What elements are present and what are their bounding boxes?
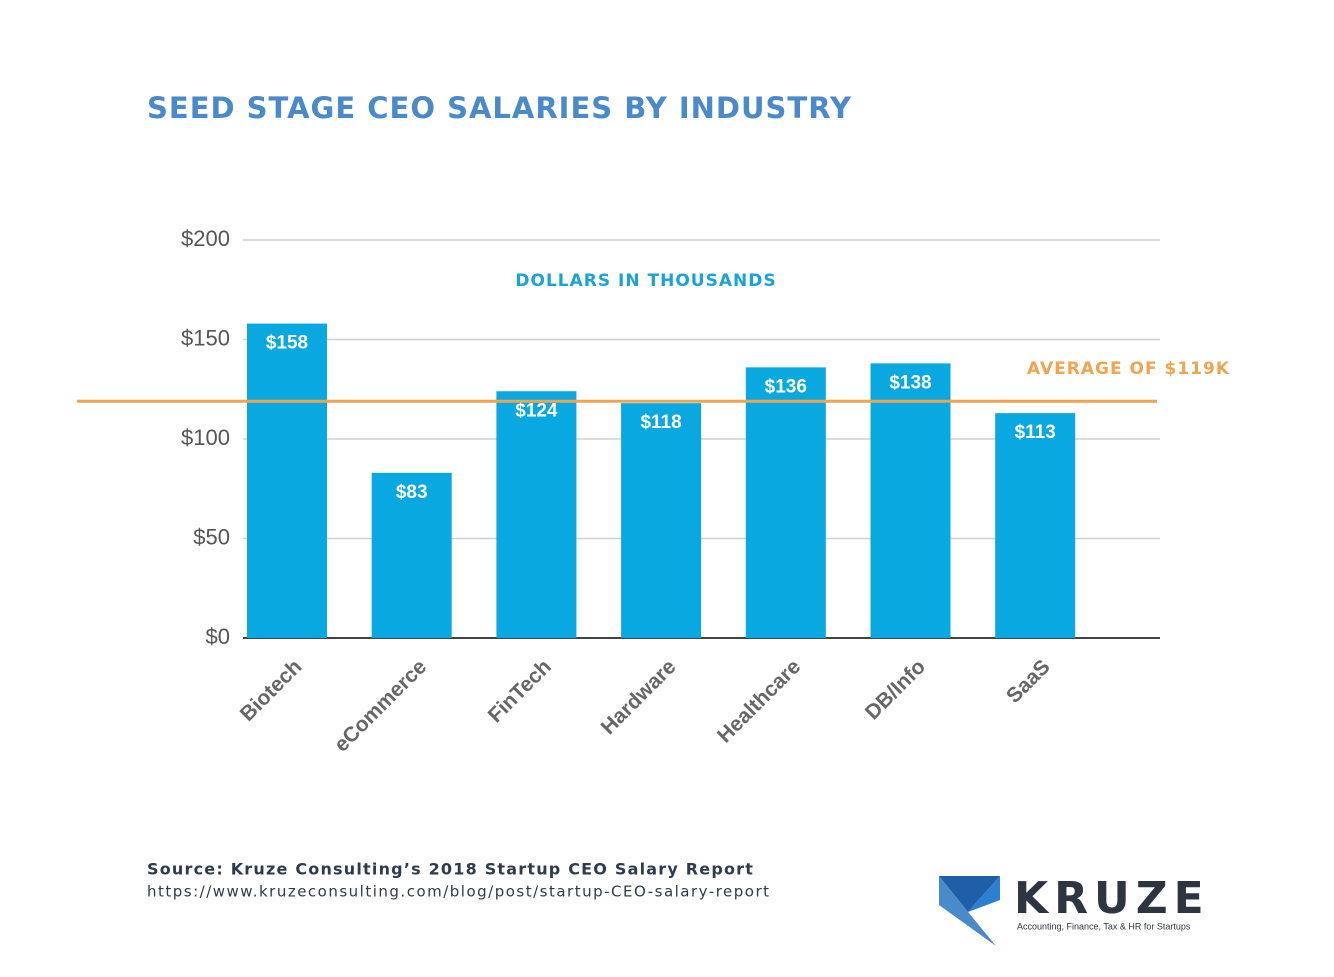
bar [745,367,826,638]
x-tick-label: Healthcare [713,655,805,747]
x-tick-label: Hardware [597,655,681,739]
logo-text: KRUZE [1014,873,1210,924]
average-label: AVERAGE OF $119K [1027,359,1230,379]
source-url: https://www.kruzeconsulting.com/blog/pos… [147,883,771,901]
y-tick-label: $0 [206,624,230,649]
x-tick-label: SaaS [1002,655,1055,708]
value-label: $138 [889,372,931,393]
x-tick-label: eCommerce [330,655,431,756]
bar [371,472,452,638]
y-tick-label: $100 [181,425,230,450]
logo-tagline: Accounting, Finance, Tax & HR for Startu… [1017,921,1191,931]
y-tick-label: $150 [181,325,230,350]
y-tick-label: $200 [181,226,230,251]
y-tick-label: $50 [193,524,230,549]
value-label: $124 [515,400,558,421]
bar [496,391,577,638]
value-label: $118 [640,412,681,433]
bar [621,403,702,638]
bar [870,363,951,638]
value-label: $83 [396,482,428,503]
value-label: $136 [765,376,807,397]
x-tick-label: Biotech [236,655,307,726]
bar [247,323,327,638]
x-tick-label: DB/Info [861,655,930,724]
value-label: $113 [1015,422,1056,443]
chart-subtitle: DOLLARS IN THOUSANDS [515,271,776,291]
chart-title: SEED STAGE CEO SALARIES BY INDUSTRY [147,91,852,125]
source: Source: Kruze Consulting’s 2018 Startup … [147,860,754,879]
x-tick-label: FinTech [484,655,556,727]
logo-mark [939,876,1000,946]
value-label: $158 [266,333,308,354]
bar [995,413,1076,638]
